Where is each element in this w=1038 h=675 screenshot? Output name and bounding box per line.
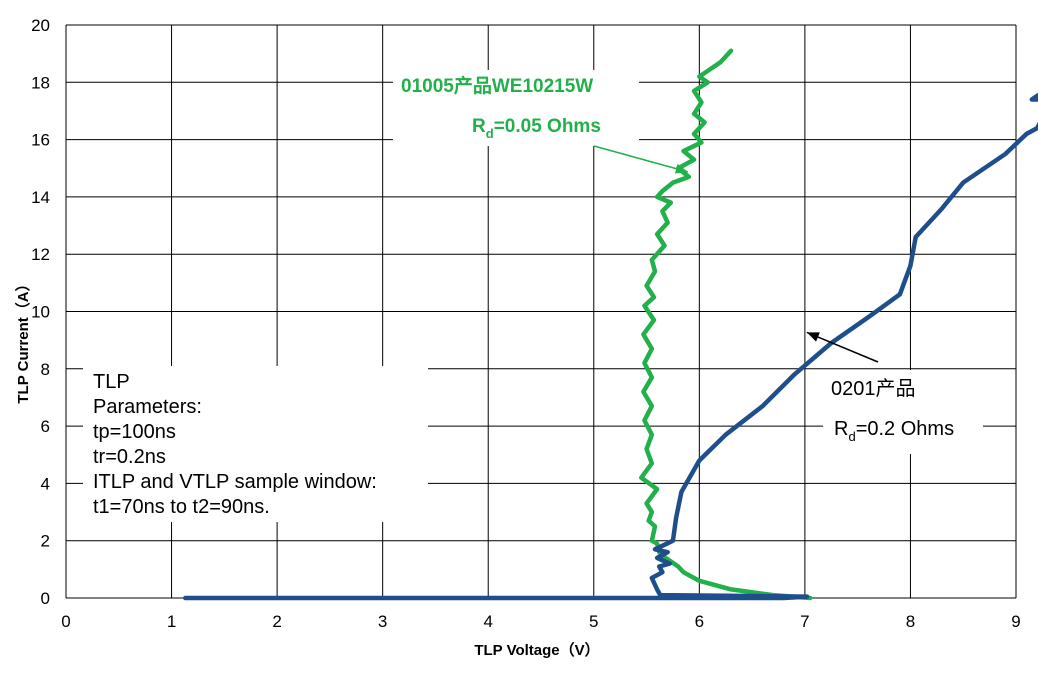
x-tick-3: 3	[378, 612, 387, 631]
param-line-5: ITLP and VTLP sample window:	[93, 471, 377, 493]
x-axis-title: TLP Voltage（V）	[474, 641, 599, 659]
y-tick-12: 12	[31, 245, 50, 264]
param-line-4: tr=0.2ns	[93, 446, 166, 468]
x-tick-5: 5	[589, 612, 598, 631]
x-tick-2: 2	[272, 612, 281, 631]
y-tick-6: 6	[41, 417, 50, 436]
annotation-arrows	[593, 145, 879, 363]
green-arrow-shaft	[593, 145, 689, 173]
series-line-blue	[183, 92, 1038, 601]
y-tick-16: 16	[31, 131, 50, 150]
y-tick-20: 20	[31, 16, 50, 35]
black-arrow-head	[806, 332, 820, 342]
x-tick-7: 7	[800, 612, 809, 631]
series-lines	[183, 48, 1038, 601]
y-tick-10: 10	[31, 303, 50, 322]
black-annotation-bg	[823, 370, 983, 454]
green-rd-value: =0.05 Ohms	[494, 116, 601, 137]
green-rd-label: Rd=0.05 Ohms	[472, 116, 601, 141]
param-line-6: t1=70ns to t2=90ns.	[93, 496, 270, 518]
x-tick-8: 8	[906, 612, 915, 631]
y-tick-2: 2	[41, 532, 50, 551]
green-rd-symbol: R	[472, 116, 486, 137]
parameters-box	[83, 366, 428, 522]
param-line-3: tp=100ns	[93, 421, 176, 443]
black-series-label: 0201产品	[831, 377, 916, 400]
param-line-2: Parameters:	[93, 396, 202, 418]
x-tick-0: 0	[61, 612, 70, 631]
param-line-1: TLP	[93, 371, 130, 393]
y-tick-4: 4	[41, 474, 50, 493]
black-rd-value: =0.2 Ohms	[856, 418, 954, 440]
green-arrow-head	[674, 163, 688, 174]
green-series-label: 01005产品WE10215W	[401, 74, 593, 97]
series-line-green	[639, 48, 813, 601]
black-arrow-shaft	[806, 331, 879, 363]
y-tick-8: 8	[41, 360, 50, 379]
y-axis-title: TLP Current（A）	[14, 276, 32, 403]
black-rd-subscript: d	[848, 429, 855, 444]
green-rd-subscript: d	[486, 126, 494, 141]
black-rd-label: Rd=0.2 Ohms	[834, 418, 954, 444]
y-tick-18: 18	[31, 73, 50, 92]
green-annotation-bg	[393, 70, 639, 146]
x-tick-1: 1	[167, 612, 176, 631]
y-tick-0: 0	[41, 589, 50, 608]
x-tick-4: 4	[483, 612, 492, 631]
x-tick-9: 9	[1011, 612, 1020, 631]
y-tick-14: 14	[31, 188, 50, 207]
black-rd-symbol: R	[834, 418, 848, 440]
x-tick-6: 6	[695, 612, 704, 631]
